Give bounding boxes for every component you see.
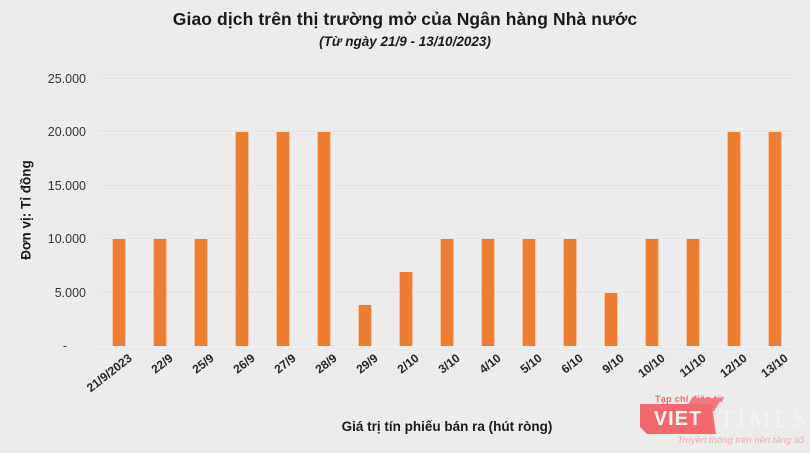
plot-area bbox=[98, 78, 796, 347]
chart-subtitle: (Từ ngày 21/9 - 13/10/2023) bbox=[319, 34, 491, 49]
y-tick-label: 20.000 bbox=[47, 125, 86, 140]
bar-5-10 bbox=[522, 239, 537, 346]
y-tick-label: 25.000 bbox=[47, 72, 86, 86]
bar-12-10 bbox=[727, 132, 742, 346]
y-tick-label: 15.000 bbox=[47, 178, 86, 193]
y-tick-label: 10.000 bbox=[47, 232, 86, 247]
logo-brand-viet: VIET bbox=[653, 407, 703, 430]
bar-11-10 bbox=[686, 239, 701, 346]
logo-brand-times: TIMES bbox=[719, 406, 809, 433]
bar-3-10 bbox=[440, 239, 454, 346]
y-tick-label: 5.000 bbox=[54, 285, 86, 300]
gridline bbox=[98, 238, 796, 241]
logo-tagline: Truyền thông trên nền tảng số bbox=[677, 435, 804, 446]
bar-22-9 bbox=[152, 239, 167, 346]
bar-13-10 bbox=[768, 132, 783, 346]
bar-26-9 bbox=[234, 132, 249, 346]
gridline bbox=[98, 131, 796, 134]
gridline bbox=[98, 184, 796, 187]
x-axis-line bbox=[98, 345, 796, 347]
y-tick-label: - bbox=[62, 339, 67, 353]
bar-27-9 bbox=[275, 132, 290, 346]
logo-box: VIET bbox=[640, 404, 716, 434]
chart-title: Giao dịch trên thị trường mở của Ngân hà… bbox=[172, 9, 638, 29]
bar-28-9 bbox=[316, 132, 331, 346]
bar-4-10 bbox=[481, 239, 496, 346]
bar-2-10 bbox=[398, 272, 413, 346]
x-axis-title: Giá trị tín phiếu bán ra (hút ròng) bbox=[341, 419, 553, 434]
bar-9-10 bbox=[604, 292, 619, 346]
bar-6-10 bbox=[563, 239, 578, 346]
viettimes-logo: Tạp chí điện tử VIET TIMES Truyền thông … bbox=[640, 394, 806, 451]
logo-caption: Tạp chí điện tử bbox=[655, 394, 725, 404]
gridline bbox=[98, 78, 796, 80]
bar-10-10 bbox=[645, 239, 660, 346]
bar-25-9 bbox=[193, 239, 208, 346]
bar-29-9 bbox=[357, 305, 372, 346]
bar-21-9-2023 bbox=[111, 239, 126, 346]
